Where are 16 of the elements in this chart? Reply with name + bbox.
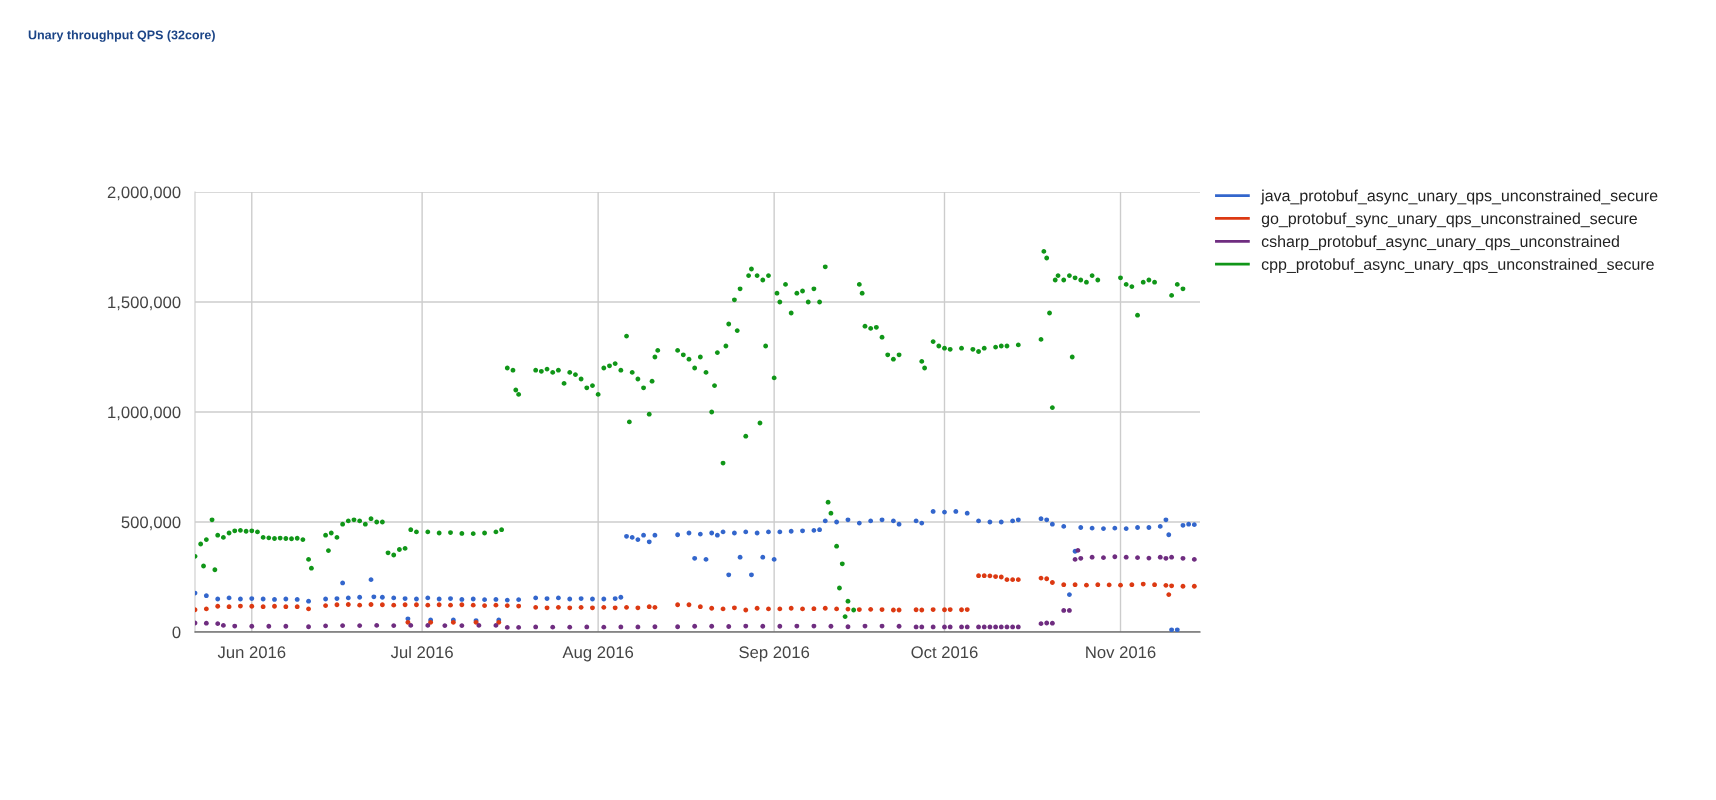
- y-tick-label: 0: [172, 626, 181, 639]
- y-tick-label: 2,000,000: [107, 186, 181, 201]
- y-tick-label: 1,000,000: [108, 406, 181, 421]
- x-tick-label: Aug 2016: [562, 646, 634, 662]
- x-tick-label: Jul 2016: [390, 645, 453, 659]
- x-tick-label: Sep 2016: [739, 646, 810, 662]
- y-tick-label: 500,000: [121, 516, 181, 531]
- legend-label: java_protobuf_async_unary_qps_unconstrained_secure: [1260, 189, 1658, 205]
- x-tick-label: Jun 2016: [217, 646, 286, 659]
- legend-label: csharp_protobuf_async_unary_qps_unconstrained: [1261, 235, 1619, 251]
- y-tick-label: 1,500,000: [108, 296, 181, 311]
- legend-label: cpp_protobuf_async_unary_qps_unconstrained_secure: [1261, 258, 1654, 274]
- chart-title: Unary throughput QPS (32core): [28, 30, 215, 42]
- x-tick-label: Nov 2016: [1086, 646, 1156, 659]
- legend-label: go_protobuf_sync_unary_qps_unconstrained_secure: [1261, 212, 1637, 228]
- x-tick-label: Oct 2016: [911, 646, 978, 659]
